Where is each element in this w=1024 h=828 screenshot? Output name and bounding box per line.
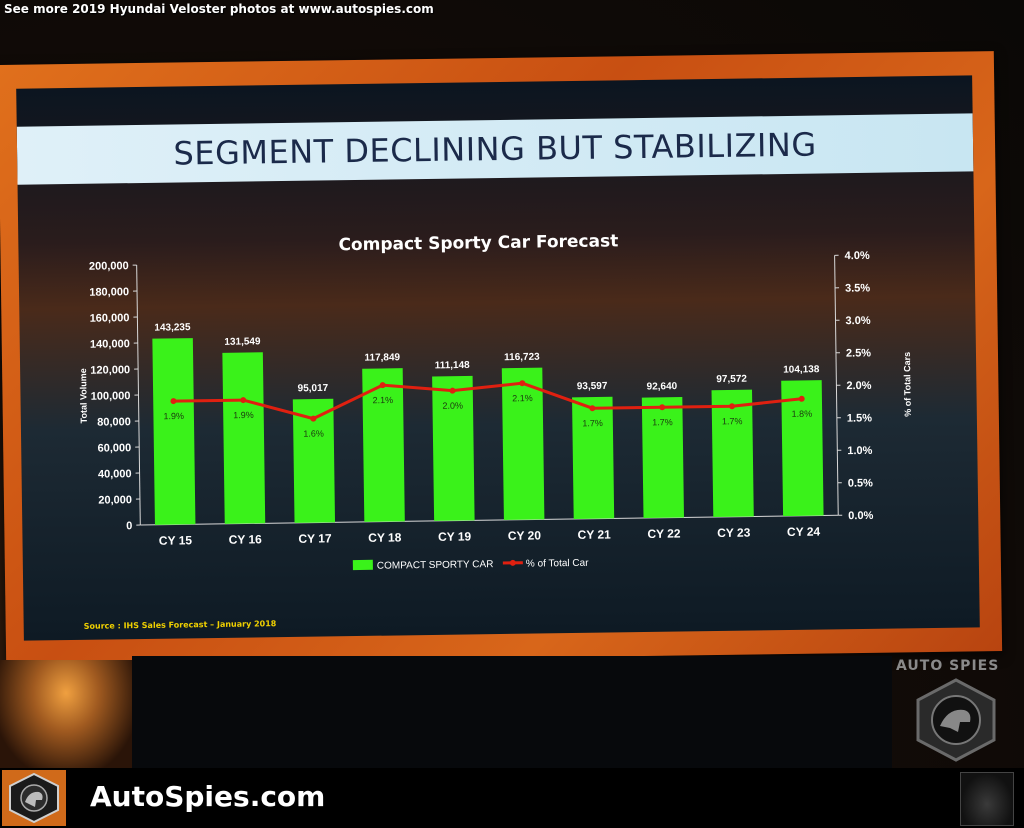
y-tick-label: 140,000 bbox=[90, 338, 130, 351]
bar-value-label: 131,549 bbox=[224, 336, 261, 348]
y-tick-label: 20,000 bbox=[98, 494, 132, 506]
legend-line-marker bbox=[509, 559, 516, 566]
photo-caption: See more 2019 Hyundai Veloster photos at… bbox=[4, 2, 434, 16]
x-tick-label: CY 24 bbox=[787, 525, 821, 539]
percent-point bbox=[728, 403, 735, 410]
percent-label: 1.9% bbox=[163, 411, 184, 421]
y-tick-label: 160,000 bbox=[90, 312, 130, 325]
y-tick-label: 60,000 bbox=[97, 442, 131, 454]
bar-value-label: 104,138 bbox=[783, 364, 820, 376]
x-tick-label: CY 17 bbox=[298, 531, 332, 545]
x-tick-label: CY 21 bbox=[578, 527, 612, 541]
percent-point bbox=[379, 382, 386, 389]
monitor-frame: SEGMENT DECLINING BUT STABILIZING Compac… bbox=[0, 51, 1003, 665]
y2-tick-label: 1.5% bbox=[847, 412, 872, 424]
bar-value-label: 95,017 bbox=[298, 383, 329, 394]
legend-line-label: % of Total Car bbox=[526, 558, 589, 570]
x-tick-label: CY 22 bbox=[647, 526, 681, 540]
y2-tick-label: 3.0% bbox=[845, 315, 870, 327]
percent-label: 2.0% bbox=[442, 401, 463, 411]
bar bbox=[222, 352, 266, 524]
y2-tick-label: 1.0% bbox=[847, 445, 872, 457]
y2-axis-title: % of Total Cars bbox=[902, 352, 913, 417]
bar bbox=[711, 389, 754, 518]
bar-value-label: 117,849 bbox=[364, 352, 400, 364]
bar-value-label: 93,597 bbox=[577, 381, 608, 392]
legend-bar-label: COMPACT SPORTY CAR bbox=[377, 559, 494, 572]
percent-label: 2.1% bbox=[373, 395, 394, 405]
presentation-screen: SEGMENT DECLINING BUT STABILIZING Compac… bbox=[16, 75, 980, 641]
percent-label: 1.7% bbox=[652, 417, 673, 427]
x-tick-label: CY 19 bbox=[438, 529, 472, 543]
watermark-label: AUTO SPIES bbox=[896, 658, 1000, 674]
percent-label: 2.1% bbox=[512, 393, 533, 403]
thumbnail-image[interactable] bbox=[960, 772, 1014, 826]
bar bbox=[432, 375, 475, 521]
y-tick-label: 200,000 bbox=[89, 260, 129, 273]
bar-value-label: 143,235 bbox=[154, 322, 191, 334]
spy-badge-icon bbox=[916, 678, 996, 762]
chart-title: Compact Sporty Car Forecast bbox=[338, 231, 618, 255]
x-tick-label: CY 20 bbox=[508, 528, 542, 542]
bar-value-label: 111,148 bbox=[435, 360, 471, 371]
footer-bar bbox=[0, 768, 1024, 828]
y2-tick-label: 4.0% bbox=[845, 250, 870, 262]
bar-value-label: 116,723 bbox=[504, 352, 540, 364]
bar bbox=[781, 380, 824, 517]
y-tick-label: 180,000 bbox=[89, 286, 129, 299]
legend-bar-swatch bbox=[352, 559, 373, 571]
percent-point bbox=[310, 415, 317, 422]
forecast-chart: Compact Sporty Car Forecast 0 20,000 40,000… bbox=[78, 231, 913, 572]
x-tick-label: CY 18 bbox=[368, 530, 402, 544]
bar bbox=[501, 367, 545, 520]
bar bbox=[362, 368, 405, 522]
percent-label: 1.8% bbox=[792, 409, 813, 419]
x-tick-label: CY 16 bbox=[229, 532, 263, 546]
background-lamp bbox=[0, 660, 132, 770]
percent-point bbox=[240, 397, 247, 404]
bar bbox=[572, 396, 615, 519]
monitor-stand bbox=[132, 656, 892, 776]
x-tick-label: CY 23 bbox=[717, 526, 751, 540]
y2-tick-label: 3.5% bbox=[845, 282, 870, 294]
y2-tick-label: 0.0% bbox=[848, 510, 873, 522]
bar-value-label: 92,640 bbox=[647, 381, 678, 392]
y2-tick-label: 0.5% bbox=[848, 477, 873, 489]
percent-label: 1.7% bbox=[722, 416, 743, 426]
y-tick-label: 80,000 bbox=[97, 416, 131, 428]
y-tick-label: 120,000 bbox=[90, 364, 130, 377]
autospies-logo-icon[interactable] bbox=[2, 770, 66, 826]
percent-label: 1.9% bbox=[233, 410, 254, 420]
x-tick-label: CY 15 bbox=[159, 533, 193, 547]
y-tick-label: 0 bbox=[126, 520, 132, 532]
percent-point bbox=[449, 387, 456, 394]
y-tick-label: 40,000 bbox=[98, 468, 132, 480]
percent-line bbox=[173, 381, 802, 421]
percent-label: 1.6% bbox=[303, 428, 324, 438]
percent-label: 1.7% bbox=[582, 418, 603, 428]
bar bbox=[292, 398, 336, 523]
bar-value-label: 97,572 bbox=[716, 374, 747, 385]
percent-point bbox=[659, 404, 666, 411]
y-axis-title: Total Volume bbox=[78, 368, 89, 423]
percent-point bbox=[798, 395, 805, 402]
percent-point bbox=[170, 398, 177, 405]
bar bbox=[152, 338, 196, 525]
percent-point bbox=[589, 405, 596, 412]
bar bbox=[641, 397, 684, 519]
y2-tick-label: 2.0% bbox=[846, 380, 871, 392]
y2-tick-label: 2.5% bbox=[846, 347, 871, 359]
percent-point bbox=[519, 380, 526, 387]
y-tick-label: 100,000 bbox=[91, 390, 131, 403]
site-name[interactable]: AutoSpies.com bbox=[90, 780, 326, 813]
